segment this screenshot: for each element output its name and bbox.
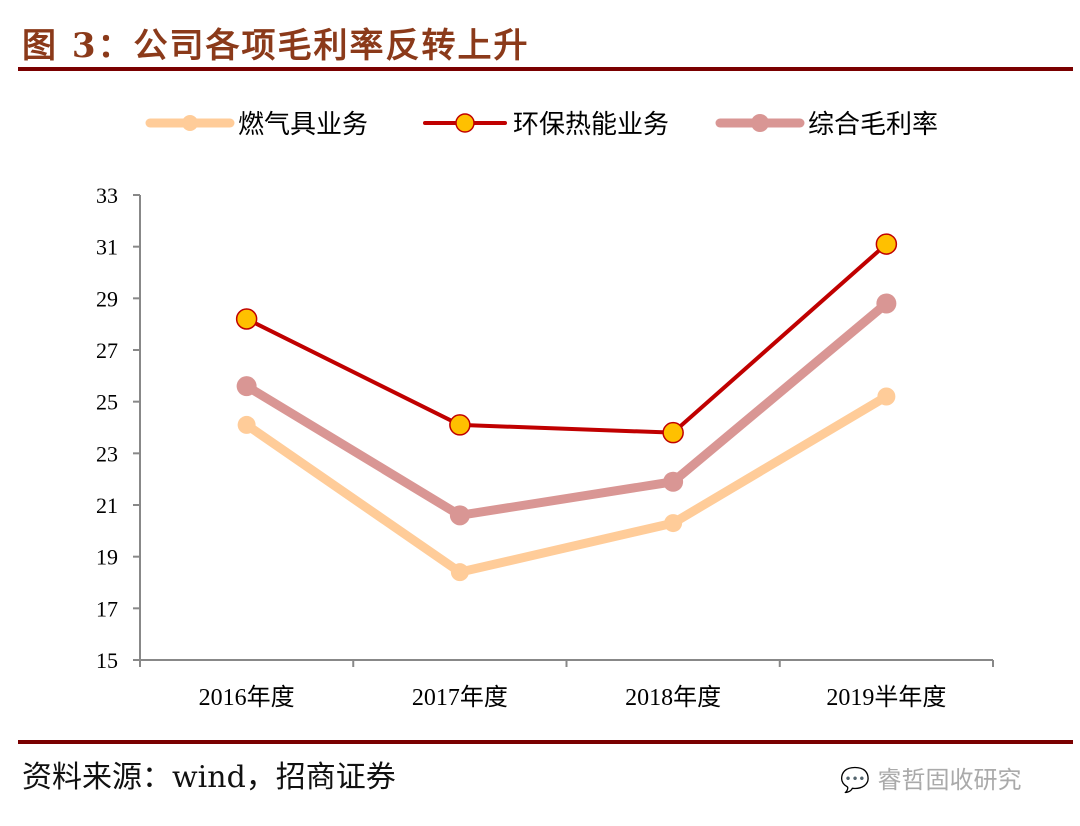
data-point [663, 471, 684, 492]
series-line-3 [244, 300, 890, 520]
x-tick-label: 2017年度 [412, 684, 508, 711]
data-point [237, 415, 256, 434]
watermark: 💬 睿哲固收研究 [840, 760, 1022, 795]
source-note: 资料来源：wind，招商证券 [22, 760, 396, 795]
y-tick-label: 27 [96, 338, 118, 363]
y-tick-label: 17 [96, 596, 118, 621]
legend-marker-2 [455, 113, 475, 133]
wechat-icon: 💬 [840, 766, 870, 794]
line-chart: 15 17 19 21 23 25 27 29 31 33 2016年度 2017年度 2018年度 20… [96, 110, 994, 711]
series-line-2 [245, 242, 888, 435]
figure-title: 图 3：公司各项毛利率反转上升 [22, 26, 530, 66]
data-point [876, 293, 897, 314]
legend-marker-1 [182, 115, 198, 131]
y-tick-label: 31 [96, 235, 118, 260]
legend-label-2: 环保热能业务 [513, 110, 669, 139]
top-rule [18, 67, 1073, 71]
legend-label-3: 综合毛利率 [808, 110, 938, 139]
data-point [236, 376, 257, 397]
x-tick-label: 2016年度 [199, 684, 295, 711]
y-tick-label: 25 [96, 390, 118, 415]
x-tick-label: 2018年度 [625, 684, 721, 711]
data-point [449, 414, 471, 436]
data-point [875, 233, 898, 255]
data-point [664, 514, 683, 533]
series-line-1 [244, 392, 889, 577]
data-point [877, 387, 896, 406]
y-tick-label: 23 [96, 441, 118, 466]
y-tick-label: 15 [96, 648, 118, 673]
legend-marker-3 [751, 114, 769, 132]
data-point [662, 421, 684, 444]
bottom-rule [18, 740, 1073, 744]
data-point [450, 563, 469, 582]
watermark-text: 睿哲固收研究 [877, 766, 1022, 794]
y-tick-label: 29 [96, 286, 118, 311]
y-tick-label: 21 [96, 493, 118, 518]
y-tick-label: 19 [96, 545, 118, 570]
y-tick-label: 33 [96, 183, 118, 208]
x-tick-label: 2019半年度 [826, 684, 946, 711]
data-point [235, 308, 258, 330]
legend-label-1: 燃气具业务 [238, 110, 368, 139]
data-point [449, 505, 470, 526]
